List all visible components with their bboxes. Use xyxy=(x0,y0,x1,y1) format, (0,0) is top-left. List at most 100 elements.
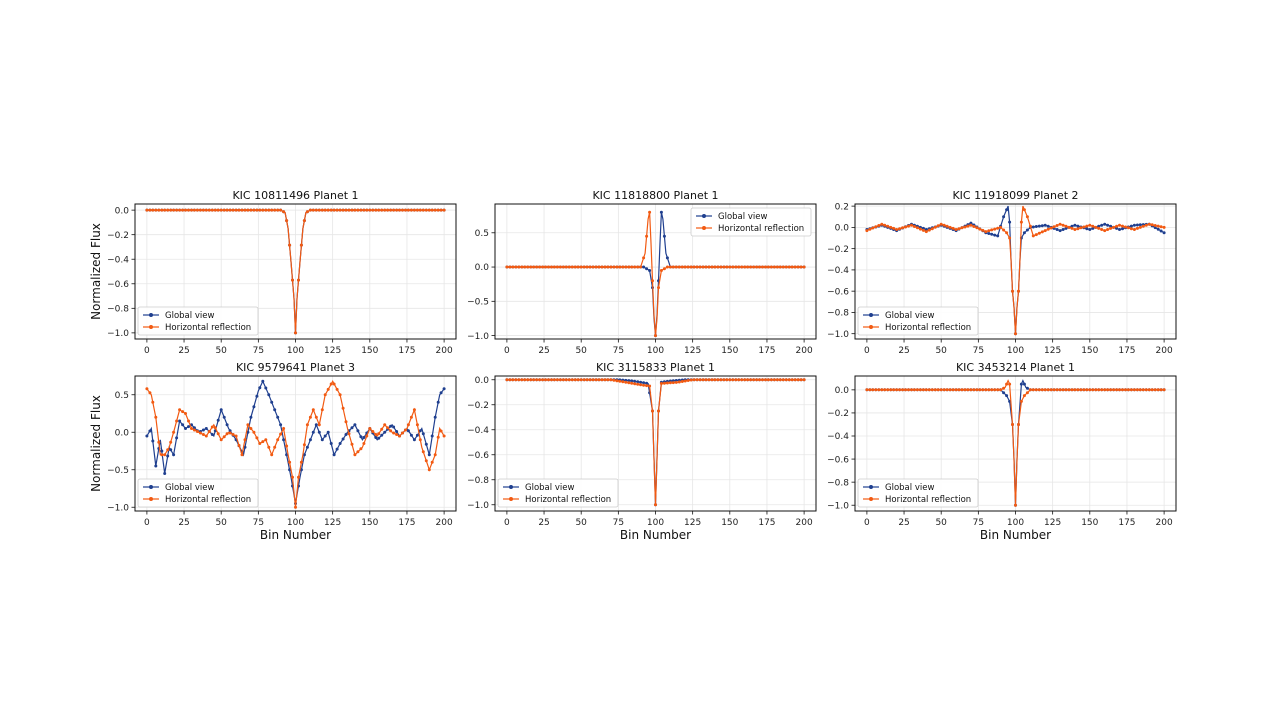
data-point xyxy=(921,228,925,232)
data-point xyxy=(323,208,327,212)
data-point xyxy=(216,208,220,212)
data-point xyxy=(285,453,289,457)
data-point xyxy=(927,228,931,232)
data-point xyxy=(228,429,232,433)
data-point xyxy=(1002,386,1006,390)
y-tick-label: 0.0 xyxy=(835,386,850,396)
data-point xyxy=(1049,388,1053,392)
data-point xyxy=(990,232,994,236)
data-point xyxy=(624,265,628,269)
data-point xyxy=(758,378,761,382)
series-markers-horizontal-reflection xyxy=(145,382,446,509)
x-tick-label: 150 xyxy=(721,518,738,528)
data-point xyxy=(874,225,878,229)
data-point xyxy=(273,445,277,449)
data-point xyxy=(654,334,657,338)
data-point xyxy=(868,227,872,231)
x-tick-label: 50 xyxy=(935,518,947,528)
data-point xyxy=(799,378,803,382)
data-point xyxy=(424,442,428,446)
data-point xyxy=(1115,224,1119,228)
data-point xyxy=(642,256,646,260)
data-point xyxy=(624,380,628,384)
data-point xyxy=(350,208,354,212)
data-point xyxy=(645,384,649,388)
data-point xyxy=(326,208,330,212)
data-point xyxy=(1064,224,1068,228)
data-point xyxy=(252,208,256,212)
data-point xyxy=(585,378,589,382)
data-point xyxy=(930,388,934,392)
x-tick-label: 0 xyxy=(864,346,870,356)
data-point xyxy=(341,406,345,410)
data-point xyxy=(1061,223,1065,227)
data-point xyxy=(270,208,274,212)
data-point xyxy=(1061,388,1065,392)
data-point xyxy=(166,454,170,458)
data-point xyxy=(163,472,167,475)
data-point xyxy=(615,265,619,269)
x-tick-label: 200 xyxy=(1156,346,1173,356)
data-point xyxy=(570,265,574,269)
data-point xyxy=(642,383,646,387)
data-point xyxy=(761,378,764,382)
data-point xyxy=(356,208,360,212)
data-point xyxy=(579,265,583,269)
data-point xyxy=(737,265,741,269)
data-point xyxy=(871,388,875,392)
legend: Global view Horizontal reflection xyxy=(690,207,812,237)
data-point xyxy=(228,208,232,212)
data-point xyxy=(915,388,919,392)
data-point xyxy=(421,432,425,436)
data-point xyxy=(1022,208,1026,212)
data-point xyxy=(1103,222,1107,226)
data-point xyxy=(597,265,601,269)
data-point xyxy=(308,438,312,442)
data-point xyxy=(999,225,1003,229)
data-point xyxy=(978,227,982,231)
data-point xyxy=(1058,388,1062,392)
data-point xyxy=(365,208,369,212)
data-point xyxy=(1034,388,1038,392)
data-point xyxy=(157,440,161,444)
data-point xyxy=(728,378,732,382)
data-point xyxy=(766,265,770,269)
data-point xyxy=(427,468,431,472)
data-point xyxy=(561,378,565,382)
data-point xyxy=(1094,388,1098,392)
data-point xyxy=(433,453,437,457)
data-point xyxy=(662,234,666,238)
data-point xyxy=(514,378,518,382)
y-tick-label: 0.2 xyxy=(835,202,849,212)
data-point xyxy=(659,382,663,385)
data-point xyxy=(758,265,761,269)
data-point xyxy=(243,208,247,212)
y-tick-label: 0.5 xyxy=(115,391,129,401)
data-point xyxy=(258,386,262,390)
data-point xyxy=(1022,382,1026,386)
data-point xyxy=(323,434,327,438)
data-point xyxy=(409,433,413,437)
data-point xyxy=(921,388,925,392)
data-point xyxy=(895,228,899,231)
data-point xyxy=(547,265,550,269)
data-point xyxy=(781,265,785,269)
data-point xyxy=(371,208,375,212)
x-tick-label: 150 xyxy=(1081,346,1098,356)
data-point xyxy=(772,378,776,382)
data-point xyxy=(544,378,547,382)
data-point xyxy=(1067,388,1071,392)
legend-swatch-marker xyxy=(149,497,153,501)
data-point xyxy=(544,265,547,269)
data-point xyxy=(582,378,586,382)
data-point xyxy=(201,428,205,432)
legend-swatch-marker xyxy=(869,485,873,489)
x-tick-label: 175 xyxy=(1118,518,1135,528)
data-point xyxy=(243,445,247,449)
data-point xyxy=(793,378,797,382)
legend-swatch-marker xyxy=(702,214,706,218)
data-point xyxy=(436,208,440,212)
data-point xyxy=(954,228,958,231)
data-point xyxy=(1043,223,1047,227)
data-point xyxy=(695,378,699,382)
